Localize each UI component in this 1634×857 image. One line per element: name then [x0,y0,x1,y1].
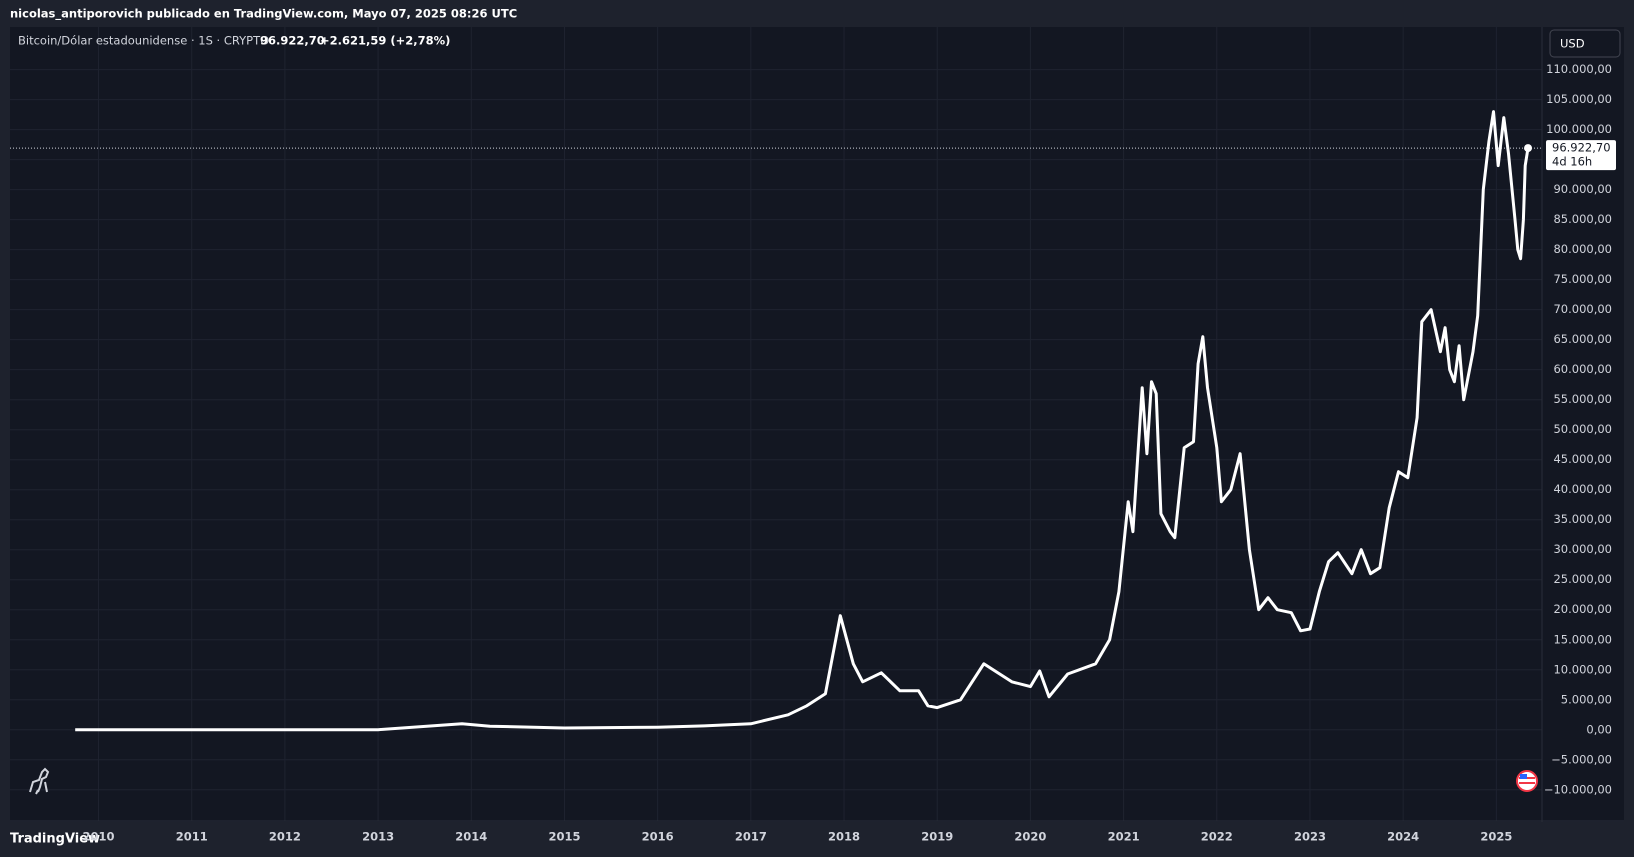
x-tick-label: 2020 [1014,830,1046,844]
legend-price: 96.922,70 [260,34,325,48]
x-tick-label: 2011 [176,830,208,844]
y-tick-label: 60.000,00 [1553,362,1612,376]
chart-panel [10,27,1624,822]
logo-icon [29,767,50,795]
x-tick-label: 2022 [1201,830,1233,844]
y-tick-label: 70.000,00 [1553,302,1612,316]
x-tick-label: 2013 [362,830,394,844]
y-tick-label: 35.000,00 [1553,512,1612,526]
y-tick-label: 25.000,00 [1553,572,1612,586]
price-label-box [1546,140,1616,171]
y-tick-label: 15.000,00 [1553,632,1612,646]
y-tick-label: 75.000,00 [1553,272,1612,286]
y-tick-label: 50.000,00 [1553,422,1612,436]
y-tick-label: 80.000,00 [1553,242,1612,256]
y-tick-label: 5.000,00 [1561,692,1612,706]
header: nicolas_antiporovich publicado en Tradin… [10,7,517,22]
x-tick-label: 2017 [735,830,767,844]
y-tick-label: 100.000,00 [1546,122,1612,136]
countdown: 4d 16h [1552,155,1592,169]
y-tick-label: 40.000,00 [1553,482,1612,496]
chart-title: Bitcoin/Dólar estadounidense · 1S · CRYP… [18,34,269,48]
x-tick-label: 2019 [921,830,953,844]
x-tick-label: 2023 [1294,830,1326,844]
flag-icon [1516,770,1538,792]
x-tick-label: 2024 [1387,830,1419,844]
y-tick-label: 10.000,00 [1553,662,1612,676]
y-tick-label: 85.000,00 [1553,212,1612,226]
currency[interactable]: USD [1560,37,1585,51]
y-tick-label: 30.000,00 [1553,542,1612,556]
x-tick-label: 2015 [548,830,580,844]
legend-change: +2.621,59 (+2,78%) [320,34,450,48]
currency-button[interactable] [1549,29,1621,58]
x-tick-label: 2012 [269,830,301,844]
y-tick-label: 45.000,00 [1553,452,1612,466]
y-tick-label: 55.000,00 [1553,392,1612,406]
last-point [1524,144,1533,153]
price-label: 96.922,70 [1552,141,1611,155]
brand: TradingView [10,832,100,847]
x-tick-label: 2016 [642,830,674,844]
y-tick-label: −10.000,00 [1544,782,1612,796]
y-tick-label: 20.000,00 [1553,602,1612,616]
y-tick-label: −5.000,00 [1551,752,1612,766]
y-tick-label: 0,00 [1586,722,1612,736]
y-tick-label: 110.000,00 [1546,62,1612,76]
y-tick-label: 105.000,00 [1546,92,1612,106]
x-tick-label: 2010 [83,830,115,844]
y-tick-label: 90.000,00 [1553,182,1612,196]
x-tick-label: 2021 [1108,830,1140,844]
x-tick-label: 2014 [455,830,487,844]
x-tick-label: 2025 [1480,830,1512,844]
price-line [75,110,1530,732]
x-tick-label: 2018 [828,830,860,844]
y-tick-label: 65.000,00 [1553,332,1612,346]
